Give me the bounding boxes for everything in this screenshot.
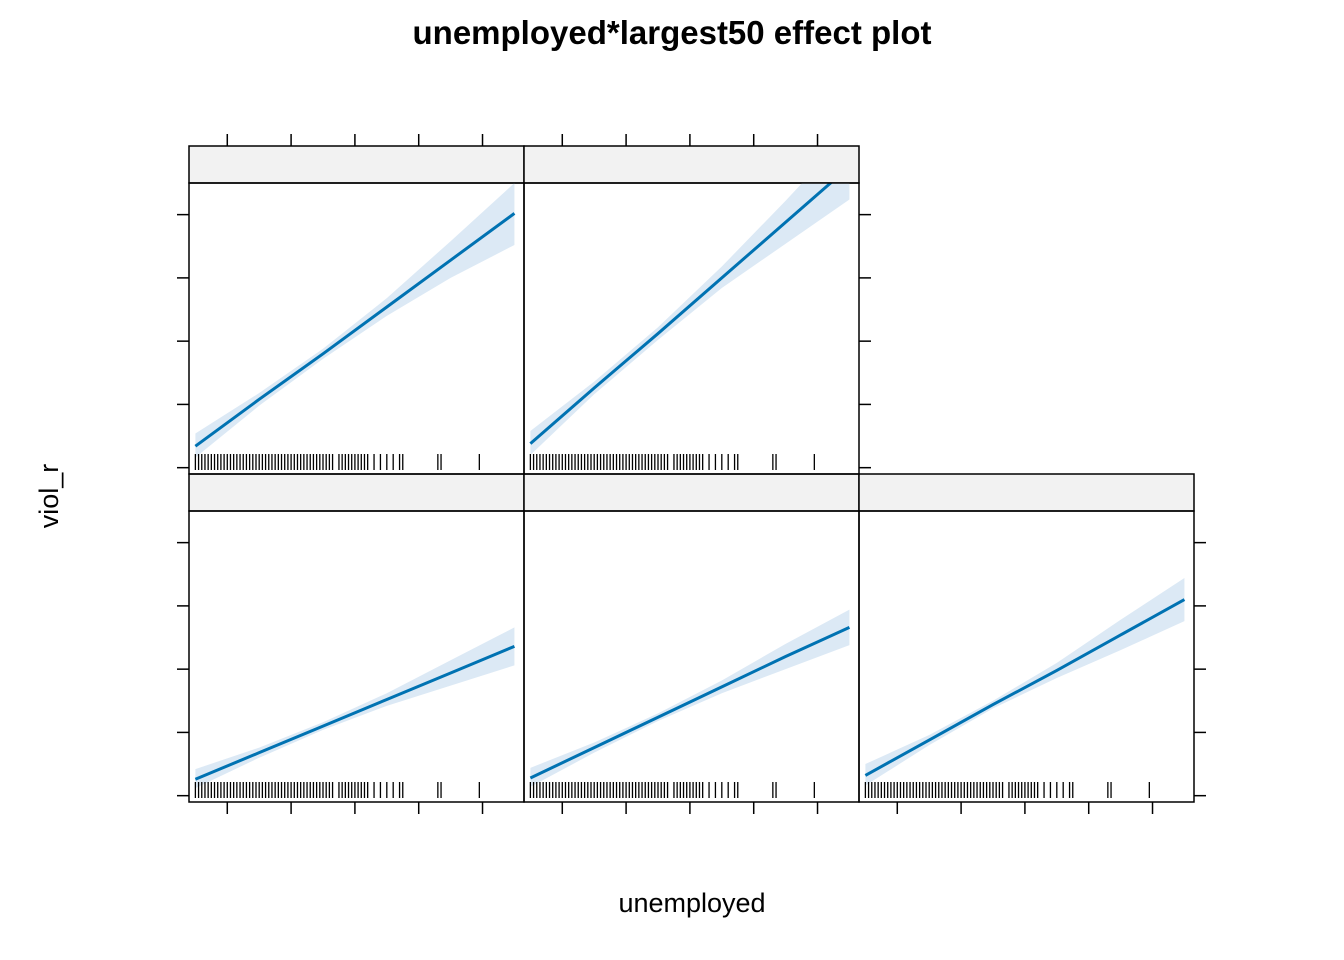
strip-box — [858, 473, 1195, 512]
plot-frame — [523, 182, 860, 475]
panel-content — [864, 578, 1186, 798]
fit-line — [529, 626, 851, 780]
confidence-band — [195, 627, 515, 789]
strip-box — [188, 145, 525, 184]
panel-content — [529, 183, 850, 470]
fit-line — [194, 212, 516, 448]
panel-2 — [858, 473, 1195, 803]
strip-box — [523, 473, 860, 512]
confidence-band — [530, 183, 850, 456]
panel-content — [194, 183, 516, 470]
chart-title: unemployed*largest50 effect plot — [413, 14, 932, 51]
plot-frame — [858, 510, 1195, 803]
fit-line — [529, 183, 833, 445]
fit-line — [194, 644, 516, 781]
panel-content — [529, 609, 851, 798]
strip-box — [188, 473, 525, 512]
confidence-band — [195, 183, 515, 458]
x-axis-label: unemployed — [618, 888, 765, 918]
panel-4 — [523, 145, 860, 475]
panels-layer — [188, 145, 1195, 803]
panel-3 — [188, 145, 525, 475]
axes-layer — [177, 134, 1206, 814]
fit-line — [864, 598, 1186, 777]
strip-box — [523, 145, 860, 184]
confidence-band — [530, 609, 850, 787]
panel-content — [194, 627, 516, 798]
panel-1 — [523, 473, 860, 803]
confidence-band — [865, 578, 1185, 786]
y-axis-label: viol_r — [34, 464, 64, 529]
panel-0 — [188, 473, 525, 803]
